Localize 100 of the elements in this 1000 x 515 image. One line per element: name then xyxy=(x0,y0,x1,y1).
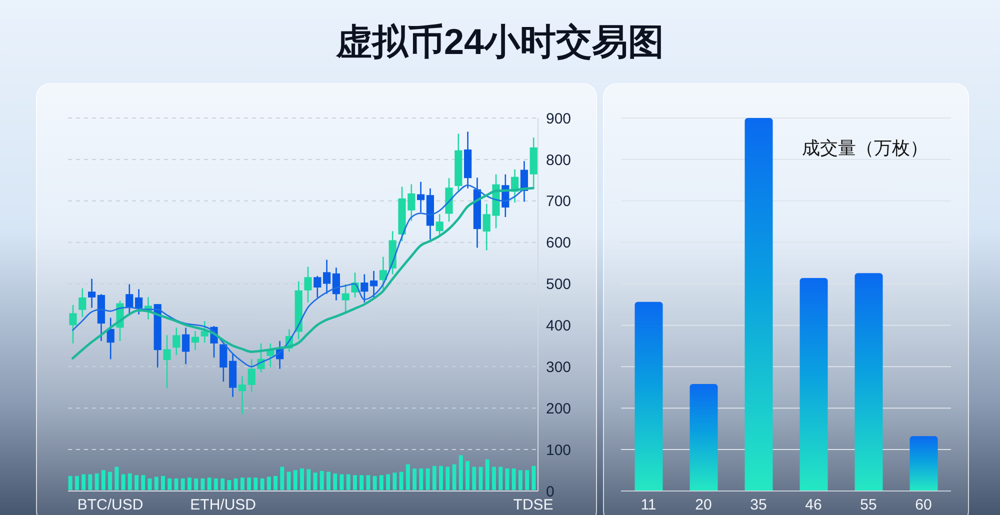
bar xyxy=(300,468,304,490)
bar xyxy=(366,475,370,490)
bar xyxy=(426,468,430,490)
bar xyxy=(254,478,258,490)
y-tick-label: 200 xyxy=(546,400,572,418)
bar xyxy=(74,476,79,490)
candlestick xyxy=(323,259,331,294)
bar xyxy=(910,436,938,491)
bar xyxy=(108,472,112,490)
bar xyxy=(121,474,126,490)
bar xyxy=(220,478,225,490)
y-tick-label: 400 xyxy=(546,318,572,335)
bar xyxy=(485,459,490,490)
candlestick xyxy=(304,266,312,304)
bar xyxy=(518,470,522,490)
y-tick-label: 500 xyxy=(546,276,572,294)
bar xyxy=(492,466,496,490)
bar xyxy=(174,478,178,490)
bar xyxy=(512,468,516,490)
candlestick xyxy=(370,270,378,300)
bar xyxy=(800,278,828,491)
bar xyxy=(744,118,773,491)
candlestick xyxy=(314,275,322,298)
bar xyxy=(406,464,410,490)
bar xyxy=(340,474,344,490)
y-tick-label: 300 xyxy=(546,358,572,376)
bar xyxy=(286,472,291,490)
bar xyxy=(154,476,158,490)
y-tick-label: 900 xyxy=(546,110,572,128)
bar xyxy=(266,476,271,490)
bar xyxy=(88,474,92,490)
candlestick xyxy=(69,304,77,344)
bar xyxy=(525,470,530,490)
bar xyxy=(432,466,436,490)
bar xyxy=(293,470,298,490)
x-tick-label: 11 xyxy=(640,496,656,514)
bar xyxy=(101,470,106,490)
bar xyxy=(360,475,364,490)
bar xyxy=(194,478,198,490)
y-tick-label: 100 xyxy=(546,442,572,459)
candlestick xyxy=(238,376,246,415)
bar xyxy=(379,475,384,490)
bar xyxy=(498,466,503,490)
bar xyxy=(634,302,663,491)
chart-title: 虚拟币24小时交易图 xyxy=(334,20,666,64)
bar xyxy=(247,478,252,490)
bar xyxy=(412,468,417,490)
bar xyxy=(187,478,192,490)
bar xyxy=(346,474,350,490)
bar xyxy=(505,468,510,490)
bar xyxy=(161,476,165,490)
bar xyxy=(200,478,205,490)
bar xyxy=(458,455,463,490)
x-tick-label: 60 xyxy=(915,496,932,514)
bar xyxy=(260,478,264,490)
candlestick xyxy=(191,330,199,351)
candlestick xyxy=(88,278,96,308)
bar xyxy=(214,478,218,490)
bar xyxy=(82,474,86,490)
candlestick xyxy=(360,274,368,304)
bar xyxy=(399,472,404,490)
candlestick xyxy=(78,288,86,318)
candlestick xyxy=(379,256,387,292)
bar xyxy=(306,469,311,490)
candlestick xyxy=(200,320,208,344)
bar xyxy=(690,384,718,491)
bar xyxy=(274,476,278,490)
bar xyxy=(141,475,146,490)
candlestick xyxy=(163,334,171,389)
candlestick xyxy=(106,317,114,360)
bar xyxy=(333,473,338,490)
bar xyxy=(472,466,476,490)
bar xyxy=(180,478,185,490)
bar xyxy=(128,473,132,490)
bar xyxy=(227,480,232,490)
y-tick-label: 700 xyxy=(546,193,572,210)
x-tick-label: 46 xyxy=(805,496,822,514)
bar xyxy=(419,468,424,490)
candlestick xyxy=(182,327,190,365)
bar xyxy=(240,478,244,490)
candlestick xyxy=(126,284,134,316)
bar xyxy=(234,478,238,490)
x-tick-label: BTC/USD xyxy=(77,496,144,514)
bar xyxy=(532,466,536,490)
bar xyxy=(392,472,397,490)
bar xyxy=(478,466,483,490)
bar xyxy=(94,473,99,490)
bar xyxy=(352,475,357,490)
bar xyxy=(168,478,172,490)
bar xyxy=(439,466,444,490)
candlestick xyxy=(417,181,425,214)
bar xyxy=(372,476,377,490)
x-tick-label: ETH/USD xyxy=(190,496,256,514)
bar xyxy=(207,478,212,490)
bar xyxy=(452,464,456,490)
x-tick-label: 35 xyxy=(750,496,767,514)
candlestick xyxy=(332,266,340,302)
x-tick-label: 20 xyxy=(695,496,712,514)
text: 成交量（万枚） xyxy=(802,137,928,160)
bar xyxy=(148,478,152,490)
